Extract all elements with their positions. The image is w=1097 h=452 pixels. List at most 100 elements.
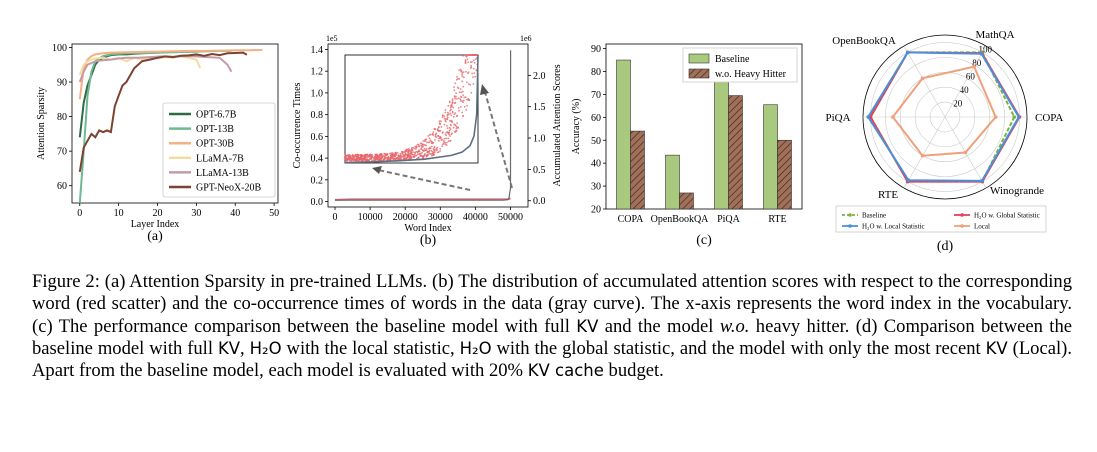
scatter-point [457, 87, 460, 90]
kv-term: KV [217, 338, 241, 358]
scatter-point [409, 157, 411, 160]
scatter-point [376, 156, 378, 159]
scatter-point [378, 156, 381, 159]
scatter-point [391, 153, 394, 156]
scatter-point [453, 86, 455, 88]
scatter-point [429, 133, 432, 136]
bar [714, 73, 729, 210]
y-tick-label: 60 [591, 113, 601, 124]
panel-a-attention-sparsity: 0 10 20 30 40 50 60 70 80 90 100 Layer Index Attenti… [36, 43, 279, 244]
caption-text: budget. [603, 360, 664, 382]
x-tick-label: 30 [191, 208, 201, 219]
scatter-point [459, 106, 462, 108]
y-axis-label: Accuracy (%) [571, 99, 582, 155]
arrow-head [372, 166, 382, 174]
x-tick-label: 0 [77, 208, 82, 219]
scatter-point [473, 72, 476, 74]
arrow-head [480, 84, 489, 95]
legend-label: OPT-13B [196, 124, 234, 135]
scatter-point [430, 142, 433, 145]
scatter-point [430, 140, 433, 143]
y-tick-label: 90 [591, 44, 601, 55]
scatter-point [367, 155, 369, 158]
inset-scatter [344, 54, 479, 162]
scatter-point [446, 125, 448, 127]
scatter-point [440, 120, 442, 123]
scatter-point [374, 155, 376, 158]
scatter-point [453, 95, 456, 97]
scatter-point [444, 111, 447, 114]
scatter-point [426, 150, 429, 153]
scatter-point [462, 115, 465, 117]
scatter-point [414, 155, 417, 157]
caption-text: (Local). Apart from the baseline model, … [32, 337, 1072, 382]
scatter-point [469, 54, 472, 56]
zoom-arrow [484, 91, 513, 189]
series-point [906, 178, 911, 183]
grid-spoke [903, 45, 946, 118]
scatter-point [443, 123, 446, 126]
scatter-point [428, 150, 430, 153]
panel-label: (d) [937, 239, 954, 254]
series-point [920, 153, 925, 158]
series-point [972, 64, 976, 69]
legend-label: LLaMA-13B [196, 168, 249, 179]
axes-frame [605, 43, 803, 210]
scatter-point [375, 153, 377, 156]
h2o-term: H₂O [249, 338, 282, 358]
bar [763, 104, 778, 210]
scatter-point [435, 132, 438, 135]
scatter-point [431, 154, 433, 157]
x-scale-note: 1e6 [520, 34, 532, 43]
scatter-point [460, 96, 463, 98]
scatter-point [454, 124, 457, 127]
scatter-point [417, 156, 420, 159]
scatter-point [423, 147, 426, 150]
scatter-point [393, 153, 395, 156]
scatter-point [430, 145, 433, 148]
scatter-point [398, 156, 401, 159]
scatter-point [412, 155, 414, 158]
scatter-point [461, 74, 463, 76]
scatter-point [450, 108, 452, 111]
scatter-point [419, 152, 422, 155]
scatter-point [428, 137, 431, 140]
cooccurrence-curve [335, 50, 512, 201]
scatter-point [449, 112, 452, 115]
scatter-point [454, 97, 456, 100]
scatter-point [451, 102, 454, 105]
scatter-point [365, 153, 368, 156]
r-tick-label: 60 [966, 71, 976, 81]
y2-tick-label: 0.0 [533, 196, 546, 207]
scatter-point [455, 92, 457, 94]
scatter-point [404, 152, 407, 155]
bar [630, 130, 645, 210]
scatter-point [410, 156, 413, 159]
scatter-point [463, 106, 466, 108]
series-line [78, 55, 233, 83]
x-tick-label: 30000 [428, 212, 453, 223]
scatter-point [434, 133, 437, 136]
scatter-point [442, 131, 444, 134]
x-tick-label: 20000 [393, 212, 418, 223]
scatter-point [456, 98, 458, 100]
scatter-point [441, 143, 444, 146]
y-tick-label: 30 [591, 182, 601, 193]
scatter-point [450, 106, 452, 109]
scatter-point [351, 156, 354, 159]
scatter-point [371, 155, 374, 158]
scatter-point [435, 149, 438, 152]
y2-tick-label: 2.0 [533, 71, 546, 82]
y-tick-label: 1.2 [311, 67, 324, 78]
y-tick-label: 40 [591, 159, 601, 170]
scatter-point [364, 158, 367, 160]
kv-term: KV [985, 338, 1008, 358]
panel-label: (b) [420, 233, 437, 248]
scatter-point [358, 154, 361, 157]
scatter-point [444, 118, 447, 121]
scatter-point [411, 153, 414, 156]
legend-label: OPT-30B [196, 139, 234, 150]
scatter-point [417, 143, 420, 146]
scatter-point [390, 155, 392, 158]
bar [665, 154, 680, 210]
